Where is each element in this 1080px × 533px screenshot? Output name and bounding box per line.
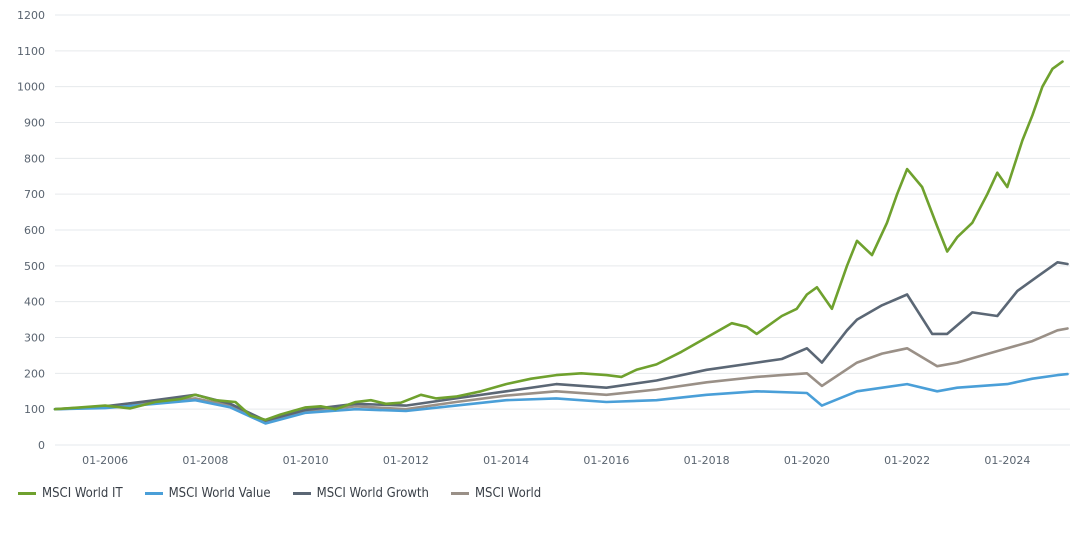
legend-label-it: MSCI World IT [42,486,123,501]
legend-swatch-world [450,492,469,495]
legend-label-value: MSCI World Value [168,486,271,501]
legend-item-value[interactable]: MSCI World Value [144,486,271,501]
legend-label-world: MSCI World [474,486,542,501]
x-tick-label: 01-2020 [784,454,830,467]
y-axis-ticks: 0 100 200 300 400 500 600 700 800 900 1000 1100 1200 [17,9,45,452]
y-tick-label: 300 [24,332,45,345]
y-tick-label: 1100 [17,45,45,58]
y-tick-label: 1200 [17,9,45,22]
legend-swatch-it [18,492,36,495]
x-tick-label: 01-2022 [884,454,930,467]
legend-item-growth[interactable]: MSCI World Growth [292,486,429,501]
y-tick-label: 200 [24,367,45,380]
legend: MSCI World IT MSCI World Value MSCI Worl… [18,486,541,501]
y-tick-label: 800 [24,152,45,165]
x-tick-label: 01-2012 [383,454,429,467]
y-tick-label: 600 [24,224,45,237]
legend-swatch-growth [292,492,311,495]
y-tick-label: 1000 [17,81,45,94]
legend-item-it[interactable]: MSCI World IT [18,486,123,501]
legend-label-growth: MSCI World Growth [316,486,429,501]
x-tick-label: 01-2008 [182,454,228,467]
series-line-0 [53,60,1064,422]
x-tick-label: 01-2024 [984,454,1030,467]
y-tick-label: 900 [24,117,45,130]
line-chart: 0 100 200 300 400 500 600 700 800 900 1000 1100 1200… [17,9,1070,467]
legend-swatch-value [144,492,163,495]
legend-item-world[interactable]: MSCI World [450,486,542,501]
y-tick-label: 500 [24,260,45,273]
y-tick-label: 0 [38,439,45,452]
x-tick-label: 01-2014 [483,454,529,467]
grid-lines [55,14,1070,446]
x-tick-label: 01-2018 [684,454,730,467]
y-tick-label: 400 [24,296,45,309]
y-tick-label: 700 [24,188,45,201]
x-tick-label: 01-2016 [583,454,629,467]
x-tick-label: 01-2010 [283,454,329,467]
x-axis-ticks: 01-2006 01-2008 01-2010 01-2012 01-2014 01-20… [82,454,1030,467]
series-lines [53,60,1069,425]
series-line-1 [53,372,1069,425]
x-tick-label: 01-2006 [82,454,128,467]
y-tick-label: 100 [24,403,45,416]
